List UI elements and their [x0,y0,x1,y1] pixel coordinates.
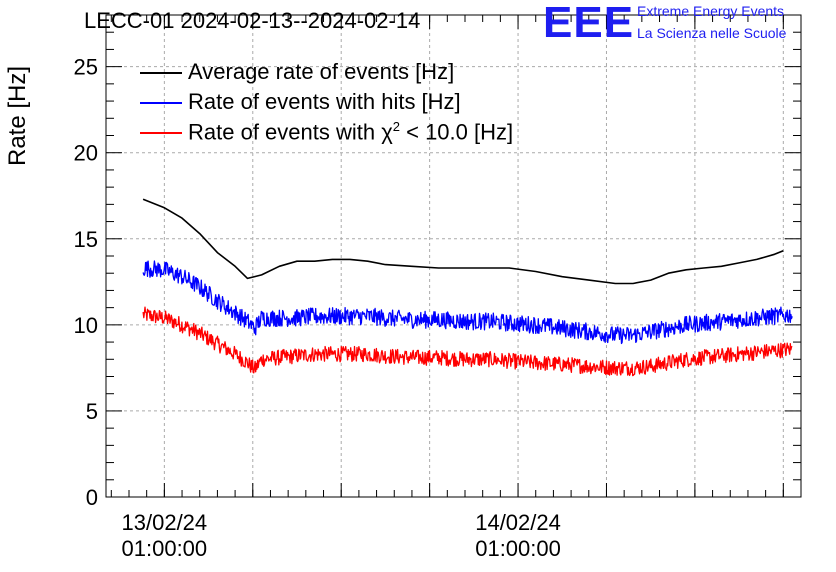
legend-swatch-hits [140,102,182,104]
series-line-average [142,198,784,285]
y-tick-label: 25 [74,55,98,80]
legend-label-chi2: Rate of events with χ2 < 10.0 [Hz] [188,119,514,145]
x-tick-label-13-02: 13/02/24 01:00:00 [84,510,244,562]
grid-lines [106,15,801,497]
x-tick-time: 01:00:00 [121,536,208,561]
series-lines [142,198,793,377]
y-tick-label: 10 [74,313,98,338]
legend-label-hits: Rate of events with hits [Hz] [188,89,461,114]
logo-tagline-1: Extreme Energy Events [637,3,785,19]
y-tick-label: 5 [86,399,98,424]
x-tick-label-14-02: 14/02/24 01:00:00 [438,510,598,562]
series-line-chi2 [142,306,793,377]
chart-title: LECC-01 2024-02-13--2024-02-14 [84,8,421,33]
y-tick-label: 20 [74,141,98,166]
eee-logo: EEE [543,0,635,47]
legend-swatch-chi2 [140,132,182,134]
y-tick-labels: 0 5 10 15 20 25 [74,55,98,510]
y-tick-label: 15 [74,227,98,252]
logo-tagline-2: La Scienza nelle Scuole [637,25,787,41]
axis-ticks [106,14,802,498]
x-tick-time: 01:00:00 [475,536,561,561]
legend-swatch-average [140,72,182,74]
x-tick-date: 13/02/24 [121,510,208,535]
y-axis-label: Rate [Hz] [4,65,31,166]
legend-label-average: Average rate of events [Hz] [188,59,455,84]
y-tick-label: 0 [86,485,98,510]
x-tick-date: 14/02/24 [475,510,561,535]
series-line-hits [142,260,793,345]
plot-frame [105,14,802,498]
